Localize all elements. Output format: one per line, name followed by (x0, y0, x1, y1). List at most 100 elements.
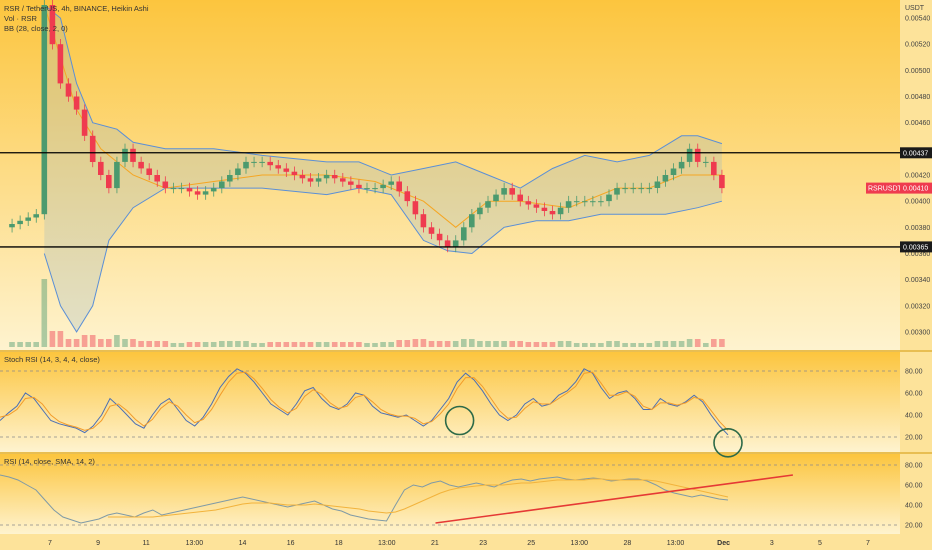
candle-body (428, 227, 435, 234)
volume-bar (227, 341, 233, 347)
candle-body (372, 188, 378, 190)
volume-bar (444, 341, 451, 347)
rsi-trendline[interactable] (435, 474, 794, 524)
volume-bar (283, 342, 290, 347)
price-axis-background (900, 0, 932, 550)
candle-body (57, 44, 64, 84)
volume-bar (461, 339, 467, 347)
candle-body (388, 181, 394, 185)
candle-body (541, 207, 548, 211)
osc-tick-label: 40.00 (905, 413, 923, 420)
candle-body (331, 175, 338, 179)
candle-body (380, 184, 386, 189)
candle-body (364, 188, 370, 190)
volume-bar (65, 339, 72, 347)
stoch-axis-ticks[interactable]: 80.00 60.00 40.00 20.00 (905, 369, 923, 442)
volume-bar (138, 341, 144, 347)
time-tick-label: 13:00 (378, 540, 396, 547)
volume-bar (194, 342, 201, 347)
candle-body (590, 201, 596, 203)
candle-body (396, 181, 402, 192)
candle-body (114, 161, 120, 189)
candle-body (461, 227, 467, 241)
stoch-legend[interactable]: Stoch RSI (14, 3, 4, 4, close) (4, 355, 100, 364)
volume-bar (452, 341, 459, 347)
volume-bar (509, 341, 515, 347)
volume-bar (364, 343, 370, 347)
bollinger-legend[interactable]: BB (28, close, 2, 0) (4, 24, 68, 33)
volume-bar (638, 343, 644, 347)
volume-bar (33, 342, 39, 347)
price-axis-unit: USDT (905, 5, 925, 12)
candle-body (73, 96, 80, 110)
volume-bar (678, 341, 685, 347)
volume-bar (291, 342, 298, 347)
volume-bar (614, 341, 620, 347)
time-tick-label: 9 (96, 540, 100, 547)
time-tick-label: 13:00 (667, 540, 685, 547)
candle-body (356, 184, 362, 189)
volume-bar (267, 342, 273, 347)
candle-body (170, 188, 177, 190)
volume-bar (243, 341, 249, 347)
price-badges: 0.00437 RSRUSDT 0.00410 0.00365 (866, 147, 932, 253)
volume-bar (114, 335, 120, 347)
time-axis[interactable]: 7 9 11 13:00 14 16 18 13:00 21 23 25 13:00 28 13:00 De… (48, 540, 870, 547)
candle-body (33, 214, 39, 218)
volume-bar (146, 341, 152, 347)
volume-bar (711, 339, 717, 347)
candle-body (412, 201, 419, 215)
time-axis-background (0, 534, 900, 550)
bollinger-lower-band (43, 187, 723, 333)
candle-body (210, 188, 217, 192)
candle-body (638, 188, 644, 190)
candle-body (154, 175, 160, 182)
candle-body (65, 83, 72, 97)
time-tick-label: 21 (431, 540, 439, 547)
time-tick-label: 16 (287, 540, 295, 547)
candle-body (485, 201, 491, 208)
candle-body (122, 148, 128, 162)
volume-bar (41, 279, 48, 347)
price-tick-label: 0.00460 (905, 120, 930, 127)
candle-body (573, 201, 580, 203)
candle-body (703, 161, 709, 163)
candle-body (89, 135, 96, 162)
candle-body (565, 201, 572, 208)
symbol-badge (866, 182, 900, 194)
last-price-badge (900, 182, 932, 194)
candles (9, 0, 725, 253)
candle-body (444, 240, 451, 247)
rsi-axis-ticks[interactable]: 80.00 60.00 40.00 20.00 (905, 463, 923, 530)
price-axis-ticks[interactable]: 0.00540 0.00520 0.00500 0.00480 0.00460 0.004… (905, 16, 930, 337)
candle-body (267, 161, 273, 166)
symbol-title[interactable]: RSR / TetherUS, 4h, BINANCE, Heikin Ashi (4, 4, 149, 13)
volume-legend[interactable]: Vol · RSR (4, 14, 38, 23)
price-tick-label: 0.00320 (905, 303, 930, 310)
stoch-highlight-circle-1 (444, 405, 475, 436)
volume-bar (162, 341, 169, 347)
rsi-ma-line (107, 478, 729, 518)
candle-body (493, 194, 499, 202)
volume-bar (420, 339, 427, 347)
candle-body (622, 188, 628, 190)
volume-bar (89, 335, 96, 347)
candle-body (138, 161, 144, 169)
volume-bar (154, 341, 160, 347)
volume-bar (598, 343, 604, 347)
volume-bar (622, 343, 628, 347)
volume-bar (590, 343, 596, 347)
volume-bar (573, 343, 580, 347)
candle-body (678, 161, 685, 169)
volume-bar (251, 343, 257, 347)
volume-bar (646, 343, 653, 347)
price-tick-label: 0.00400 (905, 199, 930, 206)
candle-body (283, 168, 290, 172)
stoch-d-line (0, 371, 729, 431)
volume-bar (315, 342, 322, 347)
volume-bar (719, 339, 725, 347)
volume-bar (340, 342, 346, 347)
candle-body (162, 181, 169, 188)
rsi-legend[interactable]: RSI (14, close, SMA, 14, 2) (4, 457, 95, 466)
